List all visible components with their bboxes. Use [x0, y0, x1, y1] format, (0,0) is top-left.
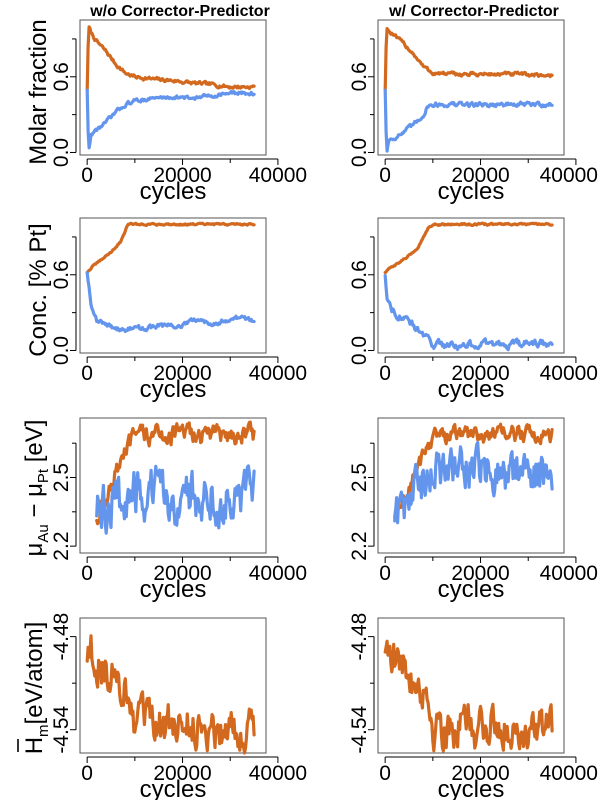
panel-r2c0: 0 20000 40000 cycles 2.2 2.5 [50, 417, 307, 603]
ylabel-chemical-potential: μAu − μPt [eV] [21, 420, 52, 557]
x-tick-label-r1c0: 20000 [153, 362, 211, 385]
column-title-right: w/ Corrector-Predictor [388, 3, 559, 20]
x-tick-label-r3c1: 20000 [451, 762, 509, 785]
series-orange-r2c1 [393, 422, 554, 519]
x-tick-label-r0c0: 20000 [153, 164, 211, 187]
y-tick-label-r0c1: 0.6 [348, 62, 371, 91]
y-tick-label-r2c1: 2.2 [348, 531, 371, 560]
y-tick-label-r0c1: 0.0 [348, 138, 371, 167]
x-tick-label-r1c0: 40000 [249, 362, 307, 385]
series-orange-r2c0 [95, 420, 256, 526]
plot-frame-r1c0 [79, 217, 267, 354]
x-tick-label-r1c1: 0 [379, 362, 391, 385]
panel-r1c0: 0 20000 40000 cycles 0.0 0.6 [50, 217, 307, 403]
x-tick-label-r0c1: 20000 [451, 164, 509, 187]
x-tick-label-r2c0: 40000 [249, 562, 307, 585]
xlabel-r3c0: cycles [140, 776, 207, 800]
ylabel-concentration: Conc. [% Pt] [25, 223, 52, 356]
ylabel-sub-au: Au [35, 524, 52, 542]
plot-frame-r3c1 [377, 617, 565, 754]
plot-frame-r0c1 [377, 19, 565, 156]
panel-r0c0: 0 20000 40000 cycles 0.0 0.6 [50, 19, 307, 205]
panel-r0c1: 0 20000 40000 cycles 0.0 0.6 [348, 19, 598, 205]
series-orange-r3c1 [383, 639, 554, 753]
x-tick-label-r1c1: 40000 [540, 362, 598, 385]
panel-r3c1: 0 20000 40000 cycles -4.54 -4.48 [348, 613, 598, 800]
ylabel-enthalpy: Hm[eV/atom] [21, 622, 52, 755]
plot-frame-r1c1 [377, 217, 565, 354]
panel-r1c1: 0 20000 40000 cycles 0.0 0.6 [348, 217, 598, 403]
x-tick-label-r0c1: 0 [379, 164, 391, 187]
plot-frame-r0c0 [79, 19, 267, 156]
series-orange-r1c0 [85, 221, 256, 275]
x-tick-label-r2c0: 20000 [153, 562, 211, 585]
xlabel-r2c1: cycles [438, 576, 505, 603]
plot-frame-r2c1 [377, 417, 565, 554]
y-tick-label-r2c0: 2.5 [50, 463, 73, 492]
xlabel-r3c1: cycles [438, 776, 505, 800]
series-blue-r1c0 [85, 271, 256, 333]
y-tick-label-r3c0: -4.48 [50, 613, 73, 661]
ylabel-h: H [21, 737, 48, 754]
xlabel-r1c0: cycles [140, 376, 207, 403]
x-tick-label-r0c0: 40000 [249, 164, 307, 187]
xlabel-r0c0: cycles [140, 178, 207, 205]
x-tick-label-r2c1: 20000 [451, 562, 509, 585]
series-orange-r1c1 [383, 221, 554, 275]
series-orange-r3c0 [85, 634, 256, 755]
xlabel-r2c0: cycles [140, 576, 207, 603]
y-tick-label-r3c1: -4.48 [348, 613, 371, 661]
y-tick-label-r0c0: 0.0 [50, 138, 73, 167]
ylabel-mu-au: μ [21, 543, 48, 557]
series-orange-r0c0 [85, 25, 256, 92]
plot-frame-r3c0 [79, 617, 267, 754]
x-tick-label-r0c1: 40000 [540, 164, 598, 187]
x-tick-label-r2c1: 40000 [540, 562, 598, 585]
x-tick-label-r3c0: 0 [81, 762, 93, 785]
y-tick-label-r1c1: 0.0 [348, 336, 371, 365]
panels: 0 20000 40000 cycles 0.0 0.6 0 20000 40000 cycles… [50, 19, 598, 800]
series-orange-r0c1 [383, 27, 554, 92]
xlabel-r1c1: cycles [438, 376, 505, 403]
series-blue-r2c0 [95, 464, 256, 535]
series-blue-r1c1 [383, 274, 554, 352]
y-tick-label-r2c0: 2.2 [50, 531, 73, 560]
y-tick-label-r3c1: -4.54 [348, 705, 371, 753]
x-tick-label-r1c1: 20000 [451, 362, 509, 385]
ylabel-sub-m: m [35, 724, 52, 737]
series-blue-r2c1 [393, 440, 554, 525]
x-tick-label-r3c0: 40000 [249, 762, 307, 785]
ylabel-ev-unit: [eV] [21, 420, 48, 469]
plot-frame-r2c0 [79, 417, 267, 554]
ylabel-molar-fraction: Molar fraction [25, 19, 52, 164]
x-tick-label-r2c1: 0 [379, 562, 391, 585]
series-blue-r0c0 [85, 88, 256, 150]
x-tick-label-r3c1: 0 [379, 762, 391, 785]
y-tick-label-r1c1: 0.6 [348, 260, 371, 289]
y-tick-label-r3c0: -4.54 [50, 705, 73, 753]
y-tick-label-r0c0: 0.6 [50, 62, 73, 91]
ylabel-ev-atom: [eV/atom] [21, 622, 48, 725]
column-title-left: w/o Corrector-Predictor [89, 3, 270, 20]
xlabel-r0c1: cycles [438, 178, 505, 205]
x-tick-label-r1c0: 0 [81, 362, 93, 385]
x-tick-label-r2c0: 0 [81, 562, 93, 585]
panel-r3c0: 0 20000 40000 cycles -4.54 -4.48 [50, 613, 307, 800]
x-tick-label-r3c0: 20000 [153, 762, 211, 785]
x-tick-label-r3c1: 40000 [540, 762, 598, 785]
series-blue-r0c1 [383, 88, 554, 153]
ylabel-sub-pt: Pt [35, 468, 52, 483]
x-tick-label-r0c0: 0 [81, 164, 93, 187]
ylabel-mu-pt: − μ [21, 483, 48, 524]
y-tick-label-r1c0: 0.0 [50, 336, 73, 365]
y-tick-label-r2c1: 2.5 [348, 463, 371, 492]
panel-r2c1: 0 20000 40000 cycles 2.2 2.5 [348, 417, 598, 603]
y-tick-label-r1c0: 0.6 [50, 260, 73, 289]
